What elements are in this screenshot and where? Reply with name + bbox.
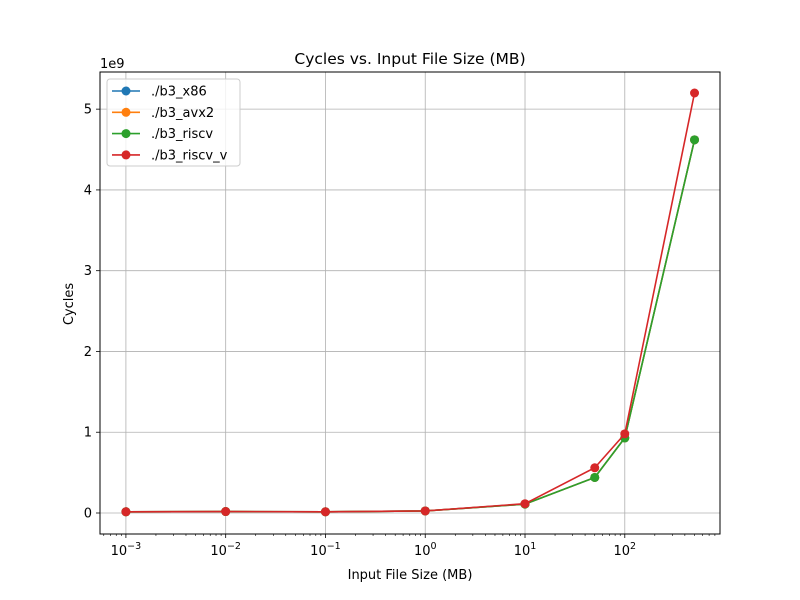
data-point [690, 135, 700, 145]
legend-label: ./b3_riscv [151, 127, 213, 142]
grid [100, 72, 720, 534]
y-tick-label: 2 [84, 345, 92, 360]
series-layer [121, 88, 700, 517]
x-tick-label: 102 [613, 541, 636, 559]
x-tick-label: 10−3 [111, 541, 142, 559]
legend-label: ./b3_riscv_v [151, 148, 228, 163]
x-axis-title: Input File Size (MB) [348, 568, 473, 583]
series-line [125, 92, 696, 513]
data-point [221, 507, 231, 517]
data-point [320, 507, 330, 517]
legend-marker [121, 150, 131, 160]
y-tick-label: 5 [84, 103, 92, 118]
data-point [121, 507, 131, 517]
axis-ticks: 10−3 10−2 10−1 100 101 102 0 1 2 3 4 5 [84, 103, 716, 559]
y-tick-label: 4 [84, 183, 92, 198]
y-tick-label: 3 [84, 264, 92, 279]
data-point [590, 472, 600, 482]
x-tick-label: 10−1 [310, 541, 341, 559]
chart-title: Cycles vs. Input File Size (MB) [294, 50, 525, 68]
data-point [590, 463, 600, 473]
legend-label: ./b3_x86 [151, 85, 207, 100]
x-tick-label: 101 [514, 541, 537, 559]
y-tick-label: 1 [84, 426, 92, 441]
x-tick-label: 10−2 [210, 541, 241, 559]
legend-label: ./b3_avx2 [151, 106, 214, 121]
legend-box [106, 78, 241, 167]
data-point [690, 88, 700, 98]
legend-marker [121, 86, 131, 96]
legend-marker [121, 107, 131, 117]
y-tick-label: 0 [84, 507, 92, 522]
y-axis-title: Cycles [62, 283, 77, 326]
legend-marker [121, 129, 131, 139]
series [121, 88, 700, 517]
x-tick-label: 100 [414, 541, 437, 559]
data-point [520, 499, 530, 509]
data-point [620, 429, 630, 439]
legend: ./b3_x86 ./b3_avx2 ./b3_riscv ./b3_riscv_v [106, 78, 241, 167]
y-offset-label: 1e9 [100, 57, 125, 72]
data-point [420, 506, 430, 516]
